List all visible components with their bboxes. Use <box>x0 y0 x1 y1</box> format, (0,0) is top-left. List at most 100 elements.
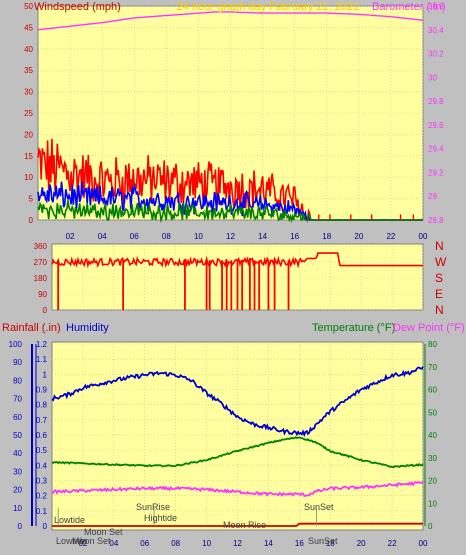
humidity-x-tick-label: 08 <box>171 539 180 548</box>
rainfall-y-tick-label: 1.2 <box>36 340 48 349</box>
dewpoint-line <box>51 481 424 498</box>
wind-y-tick-label: 25 <box>24 109 33 118</box>
direction-e: E <box>435 287 443 301</box>
wind-y-tick-label: 35 <box>24 66 33 75</box>
temperature-y-tick-label: 70 <box>428 363 437 372</box>
barometer-y-tick-label: 30 <box>428 73 437 82</box>
barometer-y-tick-label: 29.8 <box>428 97 444 106</box>
wind-x-tick-label: 10 <box>194 232 203 241</box>
humidity-y-tick-label: 50 <box>13 431 22 440</box>
annotation-moonset-1: Moon Set <box>84 527 123 537</box>
rainfall-label: Rainfall (.in) <box>2 322 61 334</box>
wind-x-tick-label: 02 <box>66 232 75 241</box>
rainfall-y-tick-label: 0.2 <box>36 492 48 501</box>
humidity-x-tick-label: 18 <box>326 539 335 548</box>
barometer-y-tick-label: 30.6 <box>428 2 444 11</box>
wind-x-tick-label: 14 <box>258 232 267 241</box>
annotation-sunset-1: SunSet <box>304 502 334 512</box>
barometer-y-tick-label: 30.2 <box>428 50 444 59</box>
barometer-y-tick-label: 29.2 <box>428 168 444 177</box>
direction-y-tick-label: 0 <box>43 306 48 315</box>
humidity-x-tick-label: 22 <box>388 539 397 548</box>
humidity-y-tick-label: 70 <box>13 395 22 404</box>
dewpoint-label: Dew Point (°F) <box>393 322 465 334</box>
humidity-x-tick-label: 00 <box>419 539 428 548</box>
wind-y-tick-label: 45 <box>24 23 33 32</box>
annotation-hightide: Hightide <box>144 513 177 523</box>
barometer-y-tick-label: 30.4 <box>428 26 444 35</box>
rainfall-y-tick-label: 0.9 <box>36 386 48 395</box>
direction-n-top: N <box>435 239 444 253</box>
rainfall-y-tick-label: 0.1 <box>36 507 48 516</box>
direction-w: W <box>435 255 447 269</box>
annotation-sunrise: SunRise <box>136 502 170 512</box>
temperature-y-tick-label: 30 <box>428 454 437 463</box>
direction-s: S <box>435 271 443 285</box>
wind-y-tick-label: 10 <box>24 173 33 182</box>
wind-x-tick-label: 22 <box>386 232 395 241</box>
temperature-y-tick-label: 60 <box>428 386 437 395</box>
humidity-x-tick-label: 02 <box>78 539 87 548</box>
humidity-y-tick-label: 40 <box>13 449 22 458</box>
humidity-x-tick-label: 12 <box>233 539 242 548</box>
barometer-y-tick-label: 29 <box>428 192 437 201</box>
temperature-y-tick-label: 20 <box>428 477 437 486</box>
rainfall-y-tick-label: 1.1 <box>36 355 48 364</box>
humidity-y-tick-label: 0 <box>18 522 23 531</box>
humidity-y-tick-label: 30 <box>13 467 22 476</box>
barometer-line <box>37 11 424 31</box>
direction-y-tick-label: 270 <box>34 258 48 267</box>
wind-x-tick-label: 20 <box>354 232 363 241</box>
annotation-lowtide-1: Lowtide <box>54 515 85 525</box>
humidity-x-tick-label: 04 <box>109 539 118 548</box>
humidity-y-tick-label: 80 <box>13 376 22 385</box>
barometer-label: Barometer (.in) <box>372 1 445 13</box>
annotation-sunset-2: SunSet <box>308 536 338 546</box>
rainfall-y-tick-label: 1 <box>43 370 48 379</box>
annotation-lowtide-2: Lowtide <box>56 536 87 546</box>
wind-x-tick-label: 12 <box>226 232 235 241</box>
humidity-x-tick-label: 10 <box>202 539 211 548</box>
humidity-plot-area <box>51 341 424 531</box>
rainfall-y-tick-label: 0 <box>43 522 48 531</box>
wind-x-tick-label: 00 <box>419 232 428 241</box>
wind-x-tick-label: 18 <box>322 232 331 241</box>
direction-n-bottom: N <box>435 303 444 317</box>
graph-title: 24 hour graph day February 21, 2021 <box>177 1 359 13</box>
temperature-y-tick-label: 10 <box>428 499 437 508</box>
rainfall-y-tick-label: 0.5 <box>36 446 48 455</box>
temperature-y-tick-label: 0 <box>428 522 433 531</box>
rainfall-y-tick-label: 0.3 <box>36 477 48 486</box>
wind-x-tick-label: 16 <box>290 232 299 241</box>
barometer-y-tick-label: 29.4 <box>428 145 444 154</box>
barometer-y-tick-label: 29.6 <box>428 121 444 130</box>
rainfall-y-tick-label: 0.4 <box>36 461 48 470</box>
temperature-label: Temperature (°F) <box>312 322 395 334</box>
humidity-y-tick-label: 60 <box>13 413 22 422</box>
humidity-y-tick-label: 100 <box>9 340 23 349</box>
wind-y-tick-label: 15 <box>24 152 33 161</box>
wind-y-tick-label: 20 <box>24 130 33 139</box>
humidity-label: Humidity <box>66 322 109 334</box>
wind-x-tick-label: 06 <box>130 232 139 241</box>
wind-y-tick-label: 30 <box>24 88 33 97</box>
wind-y-tick-label: 5 <box>29 195 34 204</box>
humidity-line <box>51 366 424 438</box>
direction-y-tick-label: 360 <box>34 242 48 251</box>
rainfall-y-tick-label: 0.7 <box>36 416 48 425</box>
annotation-moonrise: Moon Rise <box>223 520 266 530</box>
direction-y-tick-label: 180 <box>34 274 48 283</box>
humidity-x-tick-label: 16 <box>295 539 304 548</box>
humidity-y-tick-label: 90 <box>13 358 22 367</box>
wind-x-tick-label: 04 <box>98 232 107 241</box>
humidity-y-tick-label: 10 <box>13 504 22 513</box>
direction-y-tick-label: 90 <box>38 290 47 299</box>
wind-y-tick-label: 50 <box>24 2 33 11</box>
humidity-x-tick-label: 20 <box>357 539 366 548</box>
wind-y-tick-label: 0 <box>29 216 34 225</box>
temperature-y-tick-label: 80 <box>428 340 437 349</box>
rainfall-line <box>52 522 423 527</box>
humidity-x-tick-label: 06 <box>140 539 149 548</box>
wind-low-line <box>37 200 423 224</box>
